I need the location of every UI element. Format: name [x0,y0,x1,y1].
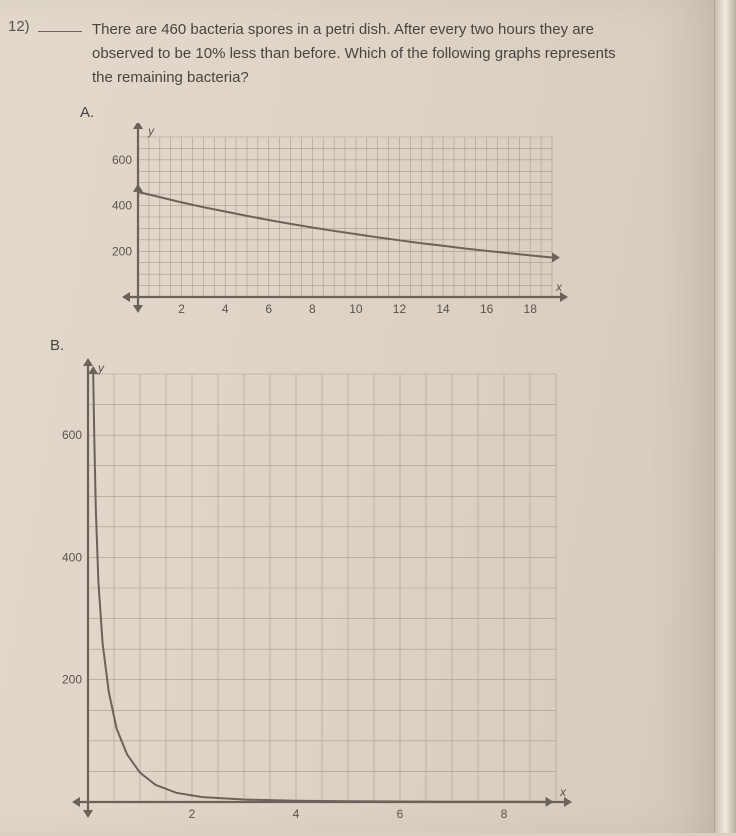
svg-text:y: y [147,124,155,138]
svg-text:14: 14 [436,302,450,316]
svg-text:2: 2 [178,302,185,316]
question-line-3: the remaining bacteria? [92,69,249,86]
option-b-label: B. [50,337,700,354]
svg-text:2: 2 [189,807,196,821]
chart-a-svg: 2 4 6 8 10 12 14 16 18 200 400 600 y x [100,123,570,323]
question-row: 12) There are 460 bacteria spores in a p… [8,18,700,90]
svg-text:600: 600 [112,153,132,167]
page-edge [714,0,736,833]
svg-text:x: x [559,785,567,799]
svg-text:18: 18 [524,302,538,316]
chart-a: 2 4 6 8 10 12 14 16 18 200 400 600 y x [100,123,570,323]
svg-text:6: 6 [265,302,272,316]
answer-blank [36,18,86,90]
option-a-label: A. [80,104,700,121]
svg-text:400: 400 [112,199,132,213]
question-number: 12) [8,18,30,90]
question-line-1: There are 460 bacteria spores in a petri… [92,21,594,38]
question-line-2: observed to be 10% less than before. Whi… [92,45,616,62]
svg-text:400: 400 [62,550,82,564]
svg-text:600: 600 [62,428,82,442]
svg-text:8: 8 [309,302,316,316]
svg-text:8: 8 [501,807,508,821]
question-text: There are 460 bacteria spores in a petri… [92,18,700,90]
svg-text:4: 4 [293,807,300,821]
svg-text:x: x [555,280,563,294]
svg-text:200: 200 [62,673,82,687]
svg-text:200: 200 [112,244,132,258]
chart-b: 2 4 6 8 200 400 600 y x [36,356,576,836]
svg-text:10: 10 [349,302,363,316]
svg-text:16: 16 [480,302,494,316]
svg-text:12: 12 [393,302,407,316]
svg-text:6: 6 [397,807,404,821]
textbook-page: 12) There are 460 bacteria spores in a p… [0,0,720,833]
svg-text:4: 4 [222,302,229,316]
svg-text:y: y [97,361,105,375]
chart-b-svg: 2 4 6 8 200 400 600 y x [36,356,576,836]
